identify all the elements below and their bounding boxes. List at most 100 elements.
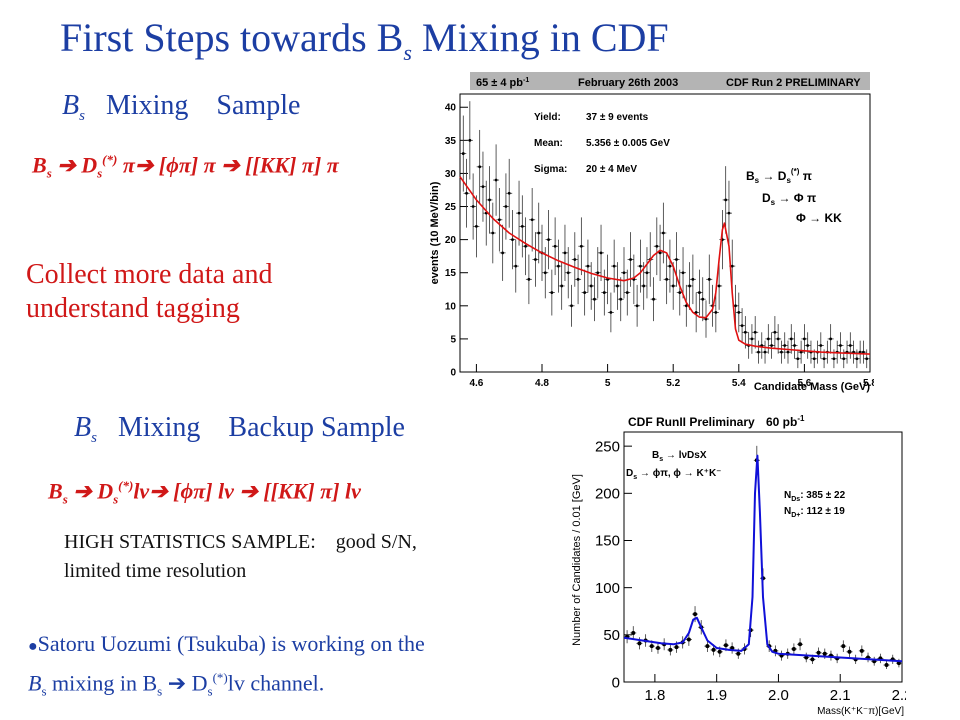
data-point bbox=[465, 191, 468, 195]
data-point bbox=[671, 284, 675, 288]
data-point bbox=[750, 337, 754, 341]
data-point bbox=[655, 646, 660, 651]
data-point bbox=[789, 337, 793, 341]
chart2-y-label: Number of Candidates / 0.01 [GeV] bbox=[571, 474, 583, 646]
chart1-header-bar bbox=[470, 72, 870, 90]
data-point bbox=[560, 284, 564, 288]
y-tick-label: 0 bbox=[450, 368, 456, 379]
chart1-stat-sigma-label: Sigma: bbox=[534, 164, 567, 175]
data-point bbox=[776, 337, 780, 341]
data-point bbox=[688, 284, 691, 288]
data-point bbox=[517, 211, 521, 215]
chart1-experiment: CDF Run 2 PRELIMINARY bbox=[726, 77, 861, 89]
chart1-stat-mean-value: 5.356 ± 0.005 GeV bbox=[586, 138, 670, 149]
data-point bbox=[612, 264, 616, 268]
data-point bbox=[791, 646, 796, 651]
high-stat-line-2: limited time resolution bbox=[64, 560, 247, 582]
data-point bbox=[698, 291, 701, 294]
data-point bbox=[471, 205, 475, 208]
y-tick-label: 35 bbox=[445, 136, 457, 147]
y-tick-label: 100 bbox=[595, 580, 620, 597]
chart2-legend-line1: Bs → lνDsX bbox=[652, 450, 707, 463]
x-tick-label: 2.1 bbox=[830, 687, 851, 704]
data-point bbox=[504, 205, 508, 208]
chart1-legend-line1: Bs → Ds(*) π bbox=[746, 167, 812, 185]
data-point bbox=[616, 284, 619, 288]
y-tick-label: 150 bbox=[595, 533, 620, 550]
data-point bbox=[511, 238, 514, 242]
data-point bbox=[599, 251, 603, 255]
x-tick-label: 5.8 bbox=[863, 378, 874, 389]
data-point bbox=[478, 165, 482, 169]
data-point bbox=[491, 231, 495, 235]
data-point bbox=[724, 198, 728, 202]
data-point bbox=[841, 644, 846, 649]
data-point bbox=[839, 344, 842, 347]
y-tick-label: 10 bbox=[445, 301, 457, 312]
data-point bbox=[635, 304, 639, 308]
data-point bbox=[537, 231, 541, 235]
data-point bbox=[859, 648, 864, 653]
data-point bbox=[488, 198, 491, 202]
chart1-y-label: events (10 MeV/bin) bbox=[429, 181, 441, 284]
chart2-stats: NDs: 385 ± 22 ND+: 112 ± 19 bbox=[784, 490, 846, 519]
data-point bbox=[723, 643, 728, 648]
data-point bbox=[694, 311, 698, 314]
data-point bbox=[822, 651, 827, 656]
data-point bbox=[812, 357, 816, 361]
bullet-note: ●Satoru Uozumi (Tsukuba) is working on t… bbox=[28, 631, 425, 699]
data-point bbox=[896, 661, 901, 666]
data-point bbox=[652, 297, 655, 301]
data-point bbox=[773, 330, 777, 334]
data-point bbox=[553, 244, 557, 248]
x-tick-label: 4.6 bbox=[469, 378, 483, 389]
data-point bbox=[637, 641, 642, 646]
x-tick-label: 2.0 bbox=[768, 687, 789, 704]
chart2-legend: Bs → lνDsX Ds → ϕπ, ϕ → K⁺K⁻ bbox=[626, 450, 721, 481]
data-point bbox=[847, 649, 852, 654]
y-tick-label: 250 bbox=[595, 438, 620, 455]
x-tick-label: 5 bbox=[605, 378, 611, 389]
data-point bbox=[609, 311, 613, 314]
data-point bbox=[534, 258, 537, 261]
data-point bbox=[570, 304, 573, 308]
data-point bbox=[543, 271, 547, 275]
data-point bbox=[743, 330, 747, 334]
data-point bbox=[707, 277, 711, 281]
chart2-x-label: Mass(K⁺K⁻π)[GeV] bbox=[817, 706, 904, 717]
data-point bbox=[550, 291, 554, 294]
data-point bbox=[734, 304, 737, 308]
data-point bbox=[705, 644, 710, 649]
chart2-stat-ndplus: ND+: 112 ± 19 bbox=[784, 506, 845, 519]
data-point bbox=[701, 297, 705, 301]
y-tick-label: 25 bbox=[445, 202, 457, 213]
data-point bbox=[530, 218, 534, 222]
chart2-legend-line2: Ds → ϕπ, ϕ → K⁺K⁻ bbox=[626, 468, 721, 481]
data-point bbox=[796, 357, 800, 361]
chart2-lumi: 60 pb-1 bbox=[766, 414, 805, 429]
y-tick-label: 5 bbox=[450, 334, 456, 345]
y-tick-label: 0 bbox=[612, 674, 620, 691]
data-point bbox=[668, 647, 673, 652]
chart2-title: CDF RunII Preliminary bbox=[628, 415, 755, 429]
collect-data-note: Collect more data and understand tagging bbox=[26, 258, 272, 326]
data-point bbox=[822, 357, 826, 361]
y-tick-label: 200 bbox=[595, 486, 620, 503]
data-point bbox=[642, 284, 646, 288]
collect-line-2: understand tagging bbox=[26, 293, 240, 324]
data-point bbox=[727, 211, 731, 215]
chart1-legend-line2: Ds → Φ π bbox=[762, 191, 816, 207]
data-point bbox=[763, 350, 767, 354]
data-point bbox=[740, 324, 744, 328]
chart-bs-hadronic-mass: 65 ± 4 pb-1 February 26th 2003 CDF Run 2… bbox=[429, 72, 874, 393]
data-point bbox=[573, 258, 577, 261]
data-point bbox=[711, 647, 716, 652]
data-point bbox=[514, 264, 518, 268]
data-point bbox=[668, 264, 672, 268]
data-point bbox=[786, 350, 790, 354]
data-point bbox=[602, 291, 606, 294]
data-point bbox=[475, 224, 478, 228]
data-point bbox=[579, 244, 583, 248]
x-tick-label: 2.2 bbox=[892, 687, 906, 704]
decay-chain-hadronic: Bs ➔ Ds(*) π➔ [ϕπ] π ➔ [[KK] π] π bbox=[32, 152, 339, 181]
